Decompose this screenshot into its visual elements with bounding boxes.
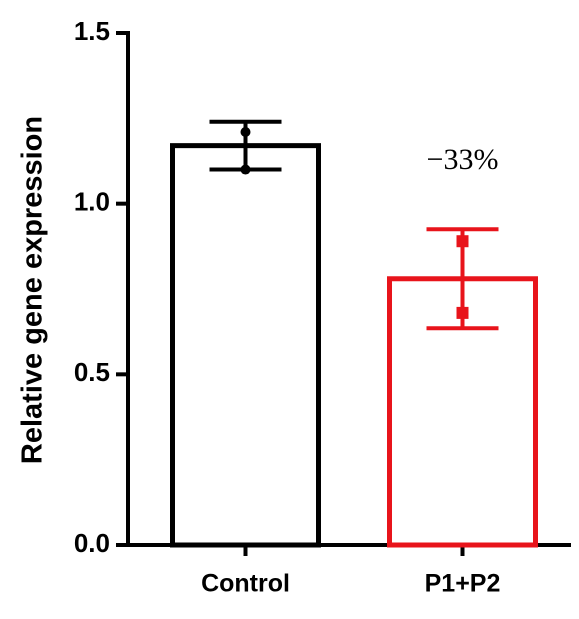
bar [170,143,321,548]
x-tick-label: Control [201,570,290,598]
y-tick-label: 1.5 [74,16,110,46]
data-point [456,235,469,248]
y-axis-label: Relative gene expression [17,116,49,464]
y-tick-label: 1.0 [74,187,110,217]
y-tick-label: 0.5 [74,357,110,387]
annotation: −33% [427,143,499,176]
y-tick-label: 0.0 [74,528,110,558]
data-point [240,164,251,175]
x-tick-label: P1+P2 [425,570,501,598]
data-point [240,126,251,137]
data-point [456,306,469,319]
